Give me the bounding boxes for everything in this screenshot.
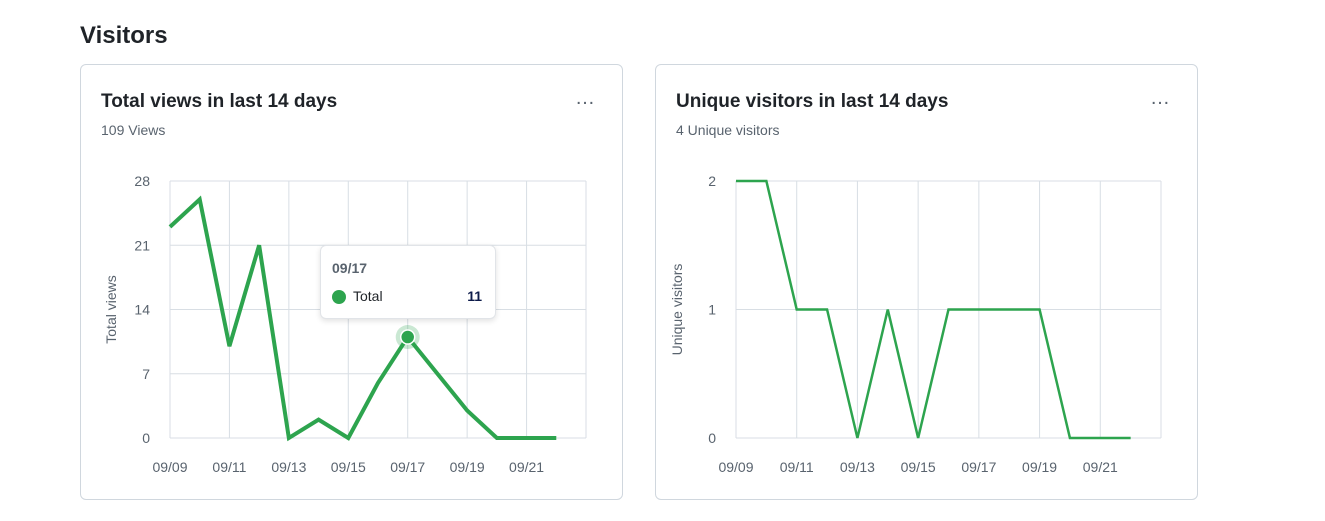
y-axis-label: Total views — [103, 275, 119, 343]
x-tick-label: 09/19 — [1022, 459, 1057, 475]
x-tick-label: 09/09 — [152, 459, 187, 475]
y-tick-label: 14 — [134, 302, 150, 318]
unique-visitors-card: Unique visitors in last 14 days 4 Unique… — [655, 64, 1198, 500]
x-tick-label: 09/09 — [718, 459, 753, 475]
x-tick-label: 09/11 — [212, 459, 246, 475]
x-tick-label: 09/19 — [450, 459, 485, 475]
y-tick-label: 0 — [142, 430, 150, 446]
card-title: Total views in last 14 days — [101, 91, 338, 112]
series-dot-icon — [332, 290, 346, 304]
section-title: Visitors — [80, 22, 168, 49]
y-tick-label: 0 — [708, 430, 716, 446]
tooltip-value: 11 — [467, 288, 482, 304]
y-tick-label: 2 — [708, 173, 716, 189]
y-tick-label: 1 — [708, 302, 716, 318]
x-tick-label: 09/21 — [509, 459, 544, 475]
x-tick-label: 09/11 — [780, 459, 814, 475]
y-tick-label: 28 — [134, 173, 150, 189]
chart-tooltip: 09/17 Total 11 — [320, 245, 496, 319]
card-subtitle: 4 Unique visitors — [676, 122, 780, 138]
x-tick-label: 09/15 — [331, 459, 366, 475]
y-axis-label: Unique visitors — [669, 264, 685, 356]
total-views-card: Total views in last 14 days 109 Views … … — [80, 64, 623, 500]
more-options-icon[interactable]: … — [1150, 87, 1171, 109]
tooltip-label: Total — [353, 288, 383, 304]
x-tick-label: 09/15 — [901, 459, 936, 475]
unique-visitors-chart: 0 1 2 09/09 09/11 09/13 09/15 09/17 09/19 09/21 Un… — [669, 173, 1162, 475]
series-line — [736, 179, 1131, 440]
more-options-icon[interactable]: … — [575, 87, 596, 109]
x-tick-label: 09/17 — [390, 459, 425, 475]
x-tick-label: 09/13 — [840, 459, 875, 475]
x-tick-label: 09/17 — [961, 459, 996, 475]
x-tick-label: 09/21 — [1083, 459, 1118, 475]
highlight-point — [399, 329, 416, 345]
card-title: Unique visitors in last 14 days — [676, 91, 949, 112]
total-views-chart: 0 7 14 21 28 09/09 09/11 09/13 09/15 09/17 09/19 09… — [103, 173, 587, 475]
series-line — [168, 195, 557, 442]
x-tick-label: 09/13 — [271, 459, 306, 475]
tooltip-date: 09/17 — [332, 260, 368, 276]
y-tick-label: 7 — [142, 366, 150, 382]
card-subtitle: 109 Views — [101, 122, 166, 138]
y-tick-label: 21 — [134, 237, 150, 253]
